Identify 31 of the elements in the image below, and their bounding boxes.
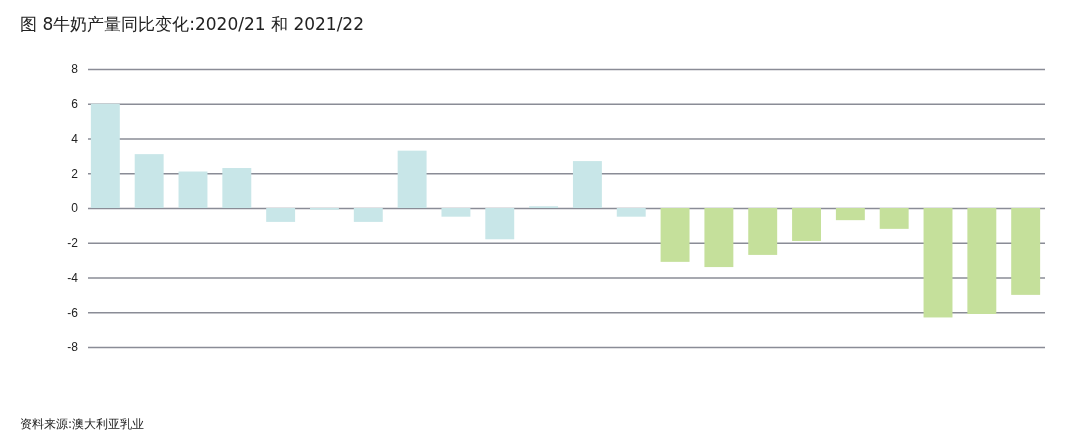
y-tick-label: 2 — [71, 166, 79, 181]
bar — [748, 208, 778, 255]
bar — [792, 208, 821, 242]
y-tick-label: 0 — [71, 201, 79, 216]
y-tick-label: 6 — [71, 97, 79, 112]
bar — [923, 208, 953, 318]
bar — [704, 208, 734, 268]
bar — [222, 168, 252, 208]
bar — [397, 150, 427, 208]
bar — [616, 208, 646, 217]
y-tick-label: -4 — [67, 270, 79, 285]
bar — [178, 171, 208, 208]
y-tick-label: 8 — [71, 62, 79, 77]
y-tick-label: 4 — [71, 131, 79, 146]
bar — [266, 208, 296, 222]
bar — [572, 161, 602, 208]
y-tick-label: -8 — [67, 340, 79, 355]
bar — [353, 208, 383, 222]
bar — [967, 208, 997, 314]
bar — [660, 208, 690, 262]
bar — [134, 154, 164, 208]
bar — [835, 208, 865, 221]
bar — [485, 208, 515, 240]
bar — [441, 208, 471, 217]
y-tick-label: -6 — [67, 305, 79, 320]
y-tick-label: -2 — [67, 236, 79, 251]
bar — [90, 103, 120, 208]
chart-title: 图 8牛奶产量同比变化:2020/21 和 2021/22 — [20, 14, 365, 34]
text: 资料来源:澳大利亚乳业 — [20, 417, 145, 431]
bar — [1011, 208, 1041, 295]
bar — [879, 208, 909, 229]
